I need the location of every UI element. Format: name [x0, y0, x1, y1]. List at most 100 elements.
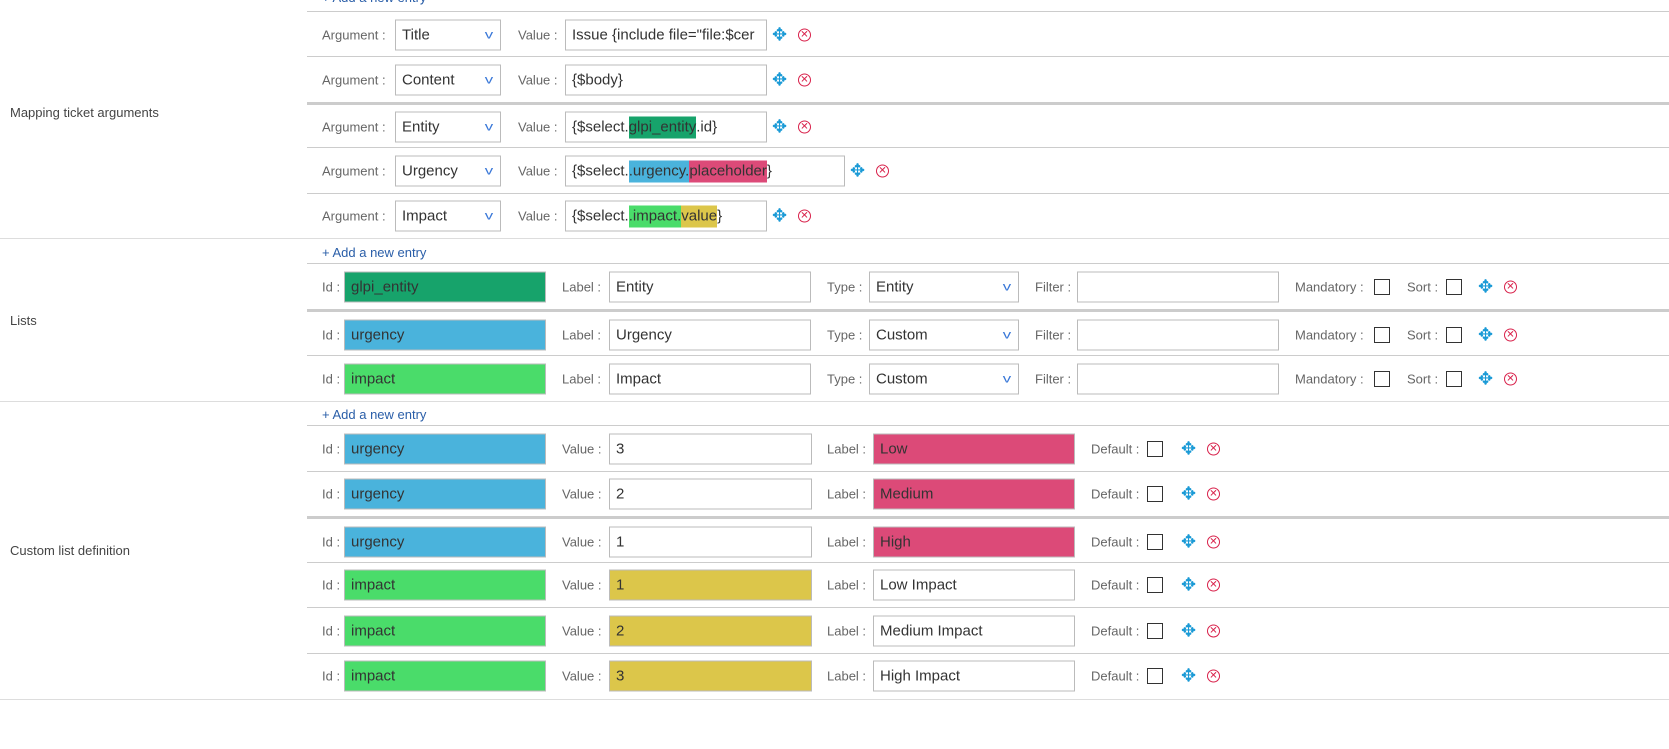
add-entry-link[interactable]: + Add a new entry [322, 245, 427, 260]
delete-icon[interactable]: ✕ [1207, 442, 1220, 456]
delete-icon[interactable]: ✕ [1207, 669, 1220, 683]
id-input[interactable]: impact [344, 615, 546, 647]
mandatory-label: Mandatory : [1295, 327, 1364, 343]
argument-select[interactable]: Urgency v [395, 155, 501, 187]
move-icon[interactable]: ✥ [1181, 574, 1197, 595]
default-checkbox[interactable] [1147, 440, 1163, 457]
chevron-down-icon: v [1002, 279, 1012, 294]
argument-select[interactable]: Impact v [395, 200, 501, 232]
delete-icon[interactable]: ✕ [1207, 535, 1220, 549]
id-input[interactable]: impact [344, 660, 546, 692]
value-input[interactable]: {$select..urgency.placeholder} [565, 155, 845, 187]
value-input[interactable]: 3 [609, 433, 812, 465]
move-icon[interactable]: ✥ [1181, 531, 1197, 552]
delete-icon[interactable]: ✕ [1207, 487, 1220, 501]
type-select[interactable]: Custom v [869, 319, 1019, 351]
move-icon[interactable]: ✥ [1181, 665, 1197, 686]
argument-select[interactable]: Content v [395, 64, 501, 96]
move-icon[interactable]: ✥ [772, 69, 788, 90]
selected-value: Impact [402, 207, 448, 225]
sort-checkbox[interactable] [1446, 279, 1462, 295]
table-row: Id : urgency Label : Urgency Type : Custom v Fi… [307, 309, 1669, 358]
move-icon[interactable]: ✥ [772, 205, 788, 226]
label-input[interactable]: Impact [609, 363, 811, 395]
add-entry-link[interactable]: + Add a new entry [322, 0, 426, 5]
sort-checkbox[interactable] [1446, 371, 1462, 387]
move-icon[interactable]: ✥ [850, 160, 866, 181]
label-input[interactable]: High Impact [873, 660, 1075, 692]
add-entry-link[interactable]: + Add a new entry [322, 407, 427, 422]
selected-value: Entity [402, 118, 440, 136]
value-label: Value : [518, 208, 558, 224]
mandatory-checkbox[interactable] [1374, 327, 1390, 343]
filter-input[interactable] [1077, 363, 1279, 395]
label-input[interactable]: Low [873, 433, 1075, 465]
default-checkbox[interactable] [1147, 486, 1163, 503]
move-icon[interactable]: ✥ [772, 24, 788, 45]
type-select[interactable]: Entity v [869, 271, 1019, 303]
delete-icon[interactable]: ✕ [1504, 372, 1517, 386]
move-icon[interactable]: ✥ [1181, 438, 1197, 459]
value-input[interactable]: 2 [609, 615, 812, 647]
id-input[interactable]: urgency [344, 478, 546, 510]
label-input[interactable]: Low Impact [873, 569, 1075, 601]
value-input[interactable]: 3 [609, 660, 812, 692]
filter-input[interactable] [1077, 271, 1279, 303]
value-input[interactable]: {$select..impact.value} [565, 200, 767, 232]
selected-value: Content [402, 71, 455, 89]
label-input[interactable]: Urgency [609, 319, 811, 351]
move-icon[interactable]: ✥ [1181, 620, 1197, 641]
sort-checkbox[interactable] [1446, 327, 1462, 343]
value-input[interactable]: 1 [609, 569, 812, 601]
sort-label: Sort : [1407, 279, 1439, 295]
delete-icon[interactable]: ✕ [876, 164, 889, 178]
move-icon[interactable]: ✥ [1478, 368, 1494, 389]
label-input[interactable]: Medium [873, 478, 1075, 510]
label-input[interactable]: Entity [609, 271, 811, 303]
label-label: Label : [827, 441, 867, 457]
type-select[interactable]: Custom v [869, 363, 1019, 395]
label-input[interactable]: High [873, 526, 1075, 558]
value-input[interactable]: {$select.glpi_entity.id} [565, 111, 767, 143]
id-input[interactable]: impact [344, 569, 546, 601]
label-input[interactable]: Medium Impact [873, 615, 1075, 647]
delete-icon[interactable]: ✕ [1207, 624, 1220, 638]
delete-icon[interactable]: ✕ [1504, 328, 1517, 342]
value-input[interactable]: 1 [609, 526, 812, 558]
delete-icon[interactable]: ✕ [798, 73, 811, 87]
argument-select[interactable]: Entity v [395, 111, 501, 143]
default-checkbox[interactable] [1147, 668, 1163, 685]
filter-input[interactable] [1077, 319, 1279, 351]
value-input[interactable]: Issue {include file="file:$cer [565, 19, 767, 51]
mandatory-checkbox[interactable] [1374, 371, 1390, 387]
value-label: Value : [562, 623, 602, 639]
value-segment: .urgency. [628, 160, 690, 183]
id-label: Id : [322, 534, 341, 550]
default-checkbox[interactable] [1147, 533, 1163, 550]
id-input[interactable]: urgency [344, 433, 546, 465]
move-icon[interactable]: ✥ [1478, 324, 1494, 345]
delete-icon[interactable]: ✕ [798, 120, 811, 134]
delete-icon[interactable]: ✕ [1207, 578, 1220, 592]
delete-icon[interactable]: ✕ [1504, 280, 1517, 294]
id-input[interactable]: urgency [344, 526, 546, 558]
delete-icon[interactable]: ✕ [798, 209, 811, 223]
move-icon[interactable]: ✥ [1478, 276, 1494, 297]
label-label: Label : [827, 577, 867, 593]
value-segment: glpi_entity [628, 116, 697, 139]
mandatory-label: Mandatory : [1295, 279, 1364, 295]
mandatory-checkbox[interactable] [1374, 279, 1390, 295]
move-icon[interactable]: ✥ [772, 116, 788, 137]
argument-select[interactable]: Title v [395, 19, 501, 51]
id-input[interactable]: glpi_entity [344, 271, 546, 303]
value-input[interactable]: {$body} [565, 64, 767, 96]
value-input[interactable]: 2 [609, 478, 812, 510]
id-input[interactable]: impact [344, 363, 546, 395]
value-segment: } [766, 162, 772, 180]
selected-value: Urgency [402, 162, 458, 180]
default-checkbox[interactable] [1147, 577, 1163, 594]
default-checkbox[interactable] [1147, 622, 1163, 639]
move-icon[interactable]: ✥ [1181, 483, 1197, 504]
id-input[interactable]: urgency [344, 319, 546, 351]
delete-icon[interactable]: ✕ [798, 28, 811, 42]
